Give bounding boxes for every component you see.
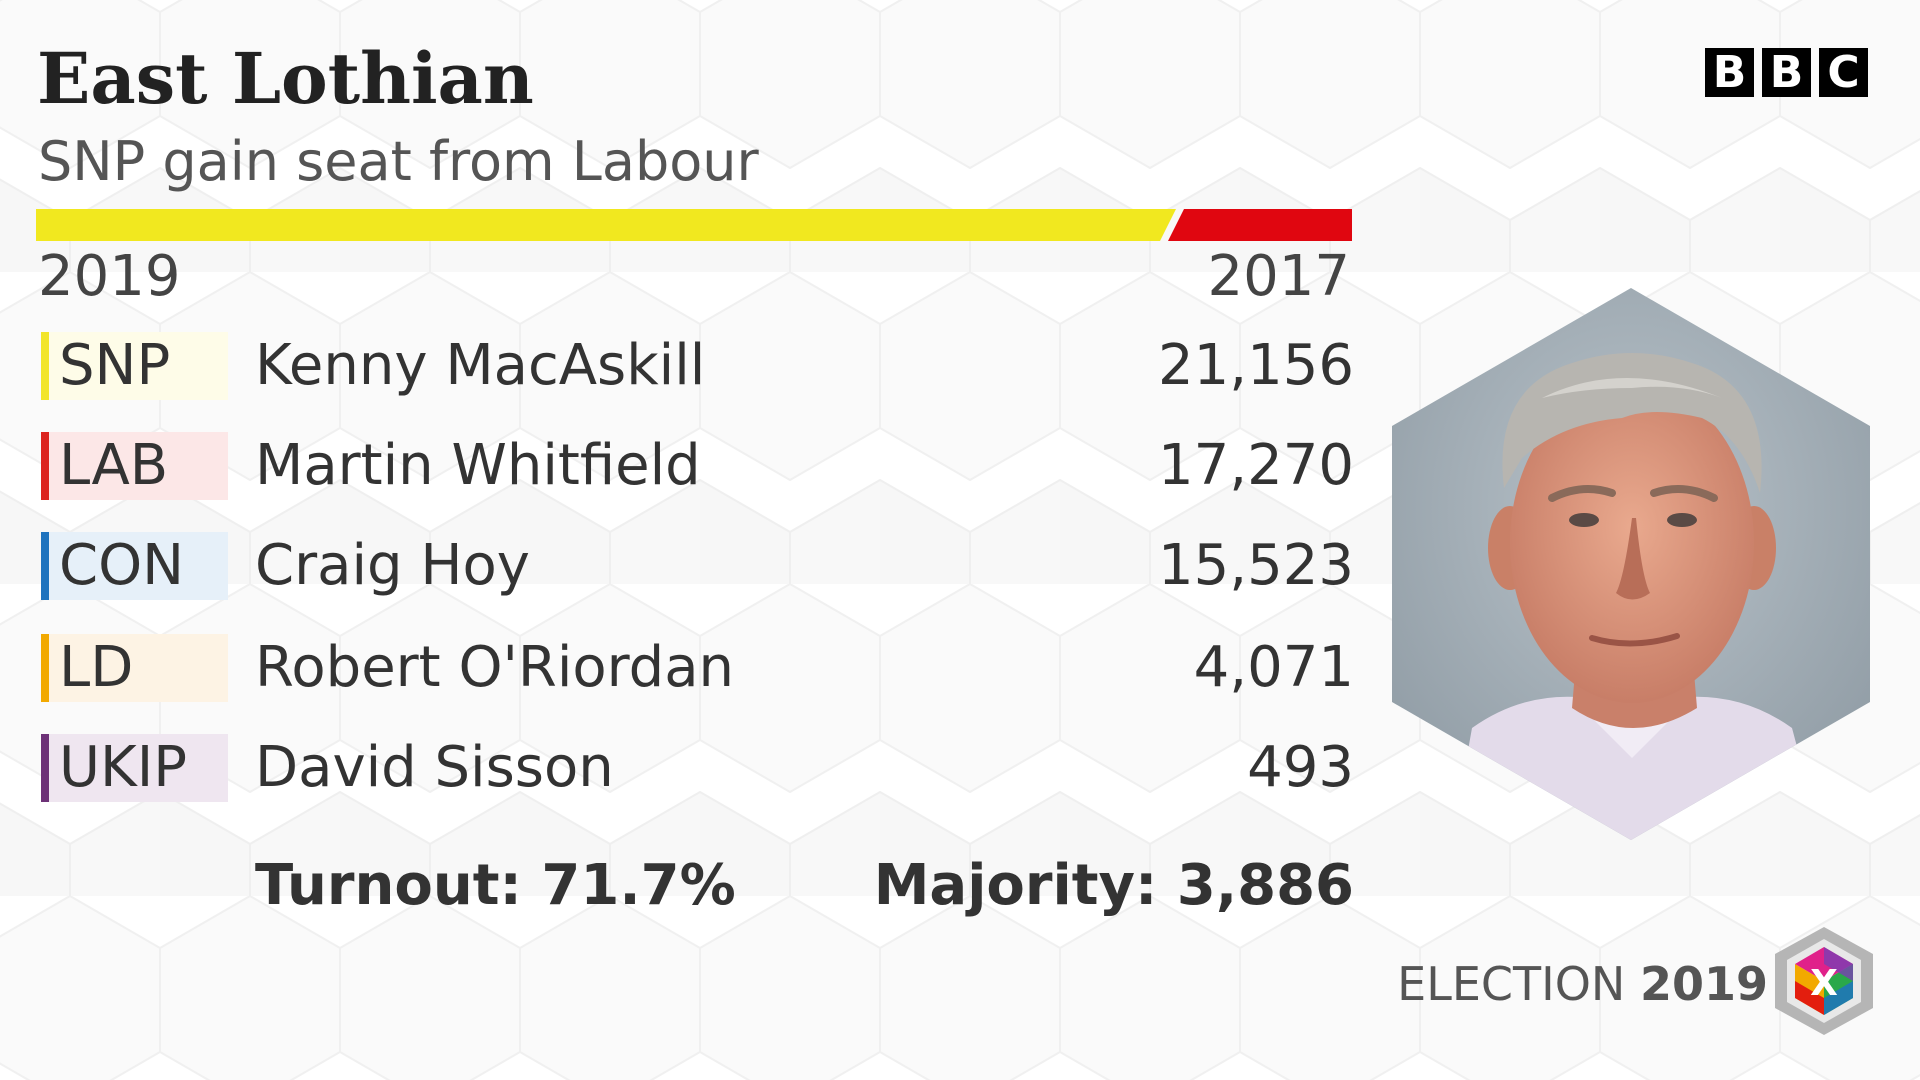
bbc-logo-letter: B	[1762, 48, 1811, 97]
party-label: UKIP	[41, 734, 228, 802]
result-row-snp: SNP Kenny MacAskill 21,156	[41, 332, 1354, 400]
election-label: ELECTION 2019	[1397, 956, 1768, 1012]
year-current: 2019	[38, 244, 181, 309]
party-label: CON	[41, 532, 228, 600]
election-logo-glyph: X	[1810, 963, 1838, 1004]
result-subtitle: SNP gain seat from Labour	[38, 130, 759, 193]
vote-count: 21,156	[1158, 333, 1354, 398]
seat-change-bar	[36, 209, 1352, 241]
party-label: SNP	[41, 332, 228, 400]
candidate-name: David Sisson	[255, 735, 614, 800]
candidate-name: Robert O'Riordan	[255, 635, 735, 700]
party-label: LD	[41, 634, 228, 702]
majority-stat: Majority: 3,886	[873, 853, 1354, 918]
candidate-name: Kenny MacAskill	[255, 333, 706, 398]
candidate-name: Craig Hoy	[255, 533, 530, 598]
vote-count: 4,071	[1193, 635, 1354, 700]
bbc-logo-letter: C	[1819, 48, 1868, 97]
result-row-ukip: UKIP David Sisson 493	[41, 734, 1354, 802]
party-label: LAB	[41, 432, 228, 500]
election-label-text: ELECTION	[1397, 957, 1626, 1011]
bbc-logo-letter: B	[1705, 48, 1754, 97]
candidate-portrait-icon	[1392, 288, 1870, 840]
bbc-logo: B B C	[1705, 48, 1868, 97]
seat-change-bar-loss	[1168, 209, 1352, 241]
vote-count: 17,270	[1158, 433, 1354, 498]
year-previous: 2017	[1207, 244, 1350, 309]
vote-count: 15,523	[1158, 533, 1354, 598]
election-year: 2019	[1639, 957, 1768, 1011]
constituency-title: East Lothian	[37, 37, 534, 120]
vote-count: 493	[1247, 735, 1354, 800]
result-row-lab: LAB Martin Whitfield 17,270	[41, 432, 1354, 500]
candidate-name: Martin Whitfield	[255, 433, 701, 498]
turnout-stat: Turnout: 71.7%	[255, 853, 736, 918]
result-row-ld: LD Robert O'Riordan 4,071	[41, 634, 1354, 702]
result-row-con: CON Craig Hoy 15,523	[41, 532, 1354, 600]
seat-change-bar-gain	[36, 209, 1176, 241]
election-ballot-cube-icon: X	[1775, 927, 1873, 1035]
